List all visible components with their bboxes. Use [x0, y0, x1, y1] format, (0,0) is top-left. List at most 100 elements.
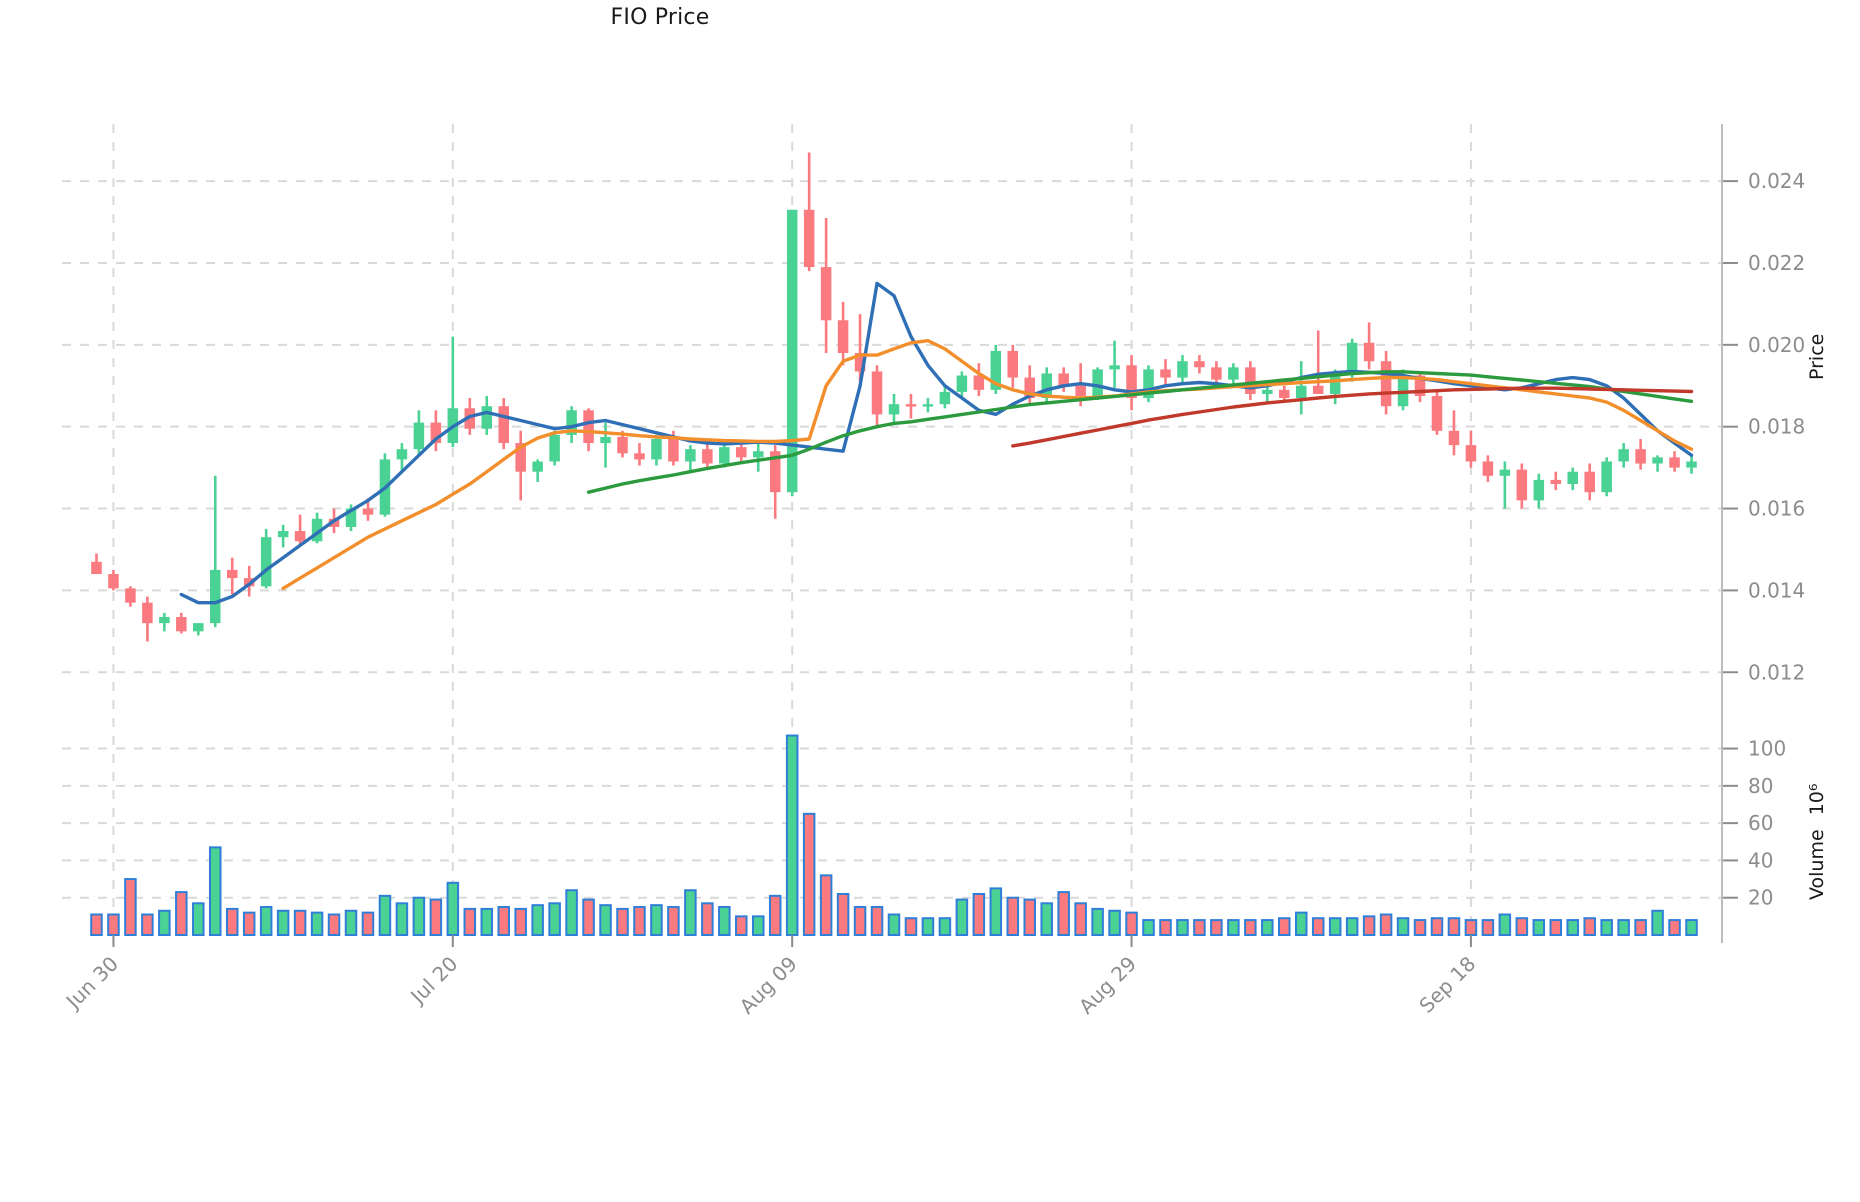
ma-line-orange: [281, 339, 1694, 591]
volume-bar: [1328, 917, 1342, 936]
volume-bar: [548, 902, 561, 937]
volume-bar: [1617, 919, 1630, 936]
candle-body: [226, 569, 238, 579]
candle-body: [939, 391, 951, 405]
price-tick-label: 0.024: [1748, 169, 1805, 193]
volume-bar: [667, 906, 680, 936]
price-tick-label: 0.022: [1748, 251, 1805, 275]
candle-body: [413, 422, 425, 450]
candle-body: [345, 508, 357, 527]
candle-body: [1177, 361, 1188, 378]
axis-ticks: 0.024 0.022 0.020 0.018 0.016 0.014 0.012 100 80…: [60, 124, 1805, 1019]
candle-body: [1295, 385, 1307, 399]
volume-bar: [480, 907, 494, 937]
volume-multiplier-label: 10⁶: [1806, 783, 1828, 816]
volume-bar: [768, 894, 782, 937]
volume-tick-label: 60: [1748, 811, 1773, 835]
volume-bar: [582, 898, 595, 937]
candle-body: [481, 406, 493, 429]
volume-bar: [158, 909, 171, 936]
candle-body: [1465, 445, 1477, 462]
candle-body: [260, 537, 272, 587]
date-tick-label: Jul 20: [404, 952, 462, 1010]
candle-body: [1329, 373, 1341, 394]
date-tick-label: Aug 29: [1074, 952, 1141, 1019]
volume-bar: [463, 907, 477, 937]
volume-bar: [293, 909, 307, 936]
volume-bar: [1057, 891, 1070, 937]
candle-body: [108, 574, 119, 589]
volume-bar: [1261, 919, 1274, 936]
volume-bar: [989, 887, 1003, 936]
volume-bar: [701, 902, 714, 937]
candle-body: [736, 447, 747, 458]
moving-average-lines: [179, 281, 1694, 605]
candle-body: [464, 408, 476, 429]
candle-body: [854, 353, 866, 372]
candle-body: [159, 617, 170, 624]
volume-axis-label-text: Volume: [1806, 829, 1828, 900]
date-tick-label: Sep 18: [1414, 952, 1480, 1018]
volume-tick-label: 80: [1748, 774, 1773, 798]
candle-body: [532, 461, 543, 472]
volume-bar: [1227, 919, 1240, 936]
candle-body: [1516, 469, 1528, 501]
volume-bar: [853, 906, 867, 936]
volume-bar: [904, 917, 918, 936]
volume-bar: [1142, 919, 1155, 936]
candle-body: [1245, 367, 1256, 394]
candle-body: [752, 451, 764, 458]
volume-bar: [429, 898, 443, 937]
volume-bar: [1379, 913, 1393, 936]
candle-body: [973, 375, 985, 390]
candlesticks: [91, 152, 1697, 642]
candle-body: [668, 438, 679, 462]
candle-body: [871, 371, 883, 415]
volume-bar: [650, 904, 663, 937]
candle-body: [651, 438, 662, 460]
candle-body: [396, 449, 408, 460]
volume-bar: [1006, 896, 1020, 936]
candle-body: [786, 209, 798, 493]
volume-bar: [209, 846, 222, 936]
candle-body: [1346, 342, 1358, 374]
volume-bar: [1515, 917, 1529, 936]
candle-body: [1414, 375, 1426, 396]
date-tick-label: Jun 30: [60, 952, 123, 1015]
candle-body: [1363, 342, 1375, 362]
candle-body: [719, 447, 730, 464]
candle-body: [549, 434, 560, 462]
candle-body: [1686, 461, 1697, 468]
candle-body: [956, 375, 968, 392]
candle-body: [277, 531, 289, 538]
candle-body: [990, 350, 1002, 390]
candle-body: [820, 267, 832, 321]
candle-body: [905, 404, 917, 407]
volume-bar: [124, 878, 137, 937]
volume-bar: [1074, 902, 1087, 937]
volume-bar: [1498, 913, 1512, 936]
candle-body: [430, 422, 442, 444]
date-tick-label: Aug 09: [735, 952, 802, 1019]
volume-bar: [599, 904, 612, 937]
volume-bar: [1396, 917, 1410, 936]
volume-bar: [1278, 917, 1291, 936]
ma-line-red: [1011, 386, 1694, 448]
volume-bar: [921, 917, 935, 936]
volume-bar: [1040, 902, 1053, 937]
candle-body: [1075, 385, 1086, 396]
volume-bar: [802, 812, 816, 936]
chart-title: FIO Price: [610, 5, 710, 30]
volume-bar: [1091, 907, 1104, 937]
candle-body: [91, 561, 102, 575]
volume-bar: [1108, 909, 1121, 936]
volume-bar: [1244, 919, 1257, 936]
volume-bar: [378, 894, 392, 937]
candle-body: [1618, 449, 1629, 462]
candle-body: [176, 617, 187, 632]
candle-body: [1567, 471, 1578, 484]
candle-body: [769, 451, 781, 493]
candle-body: [1601, 461, 1612, 493]
volume-tick-label: 40: [1748, 848, 1773, 872]
